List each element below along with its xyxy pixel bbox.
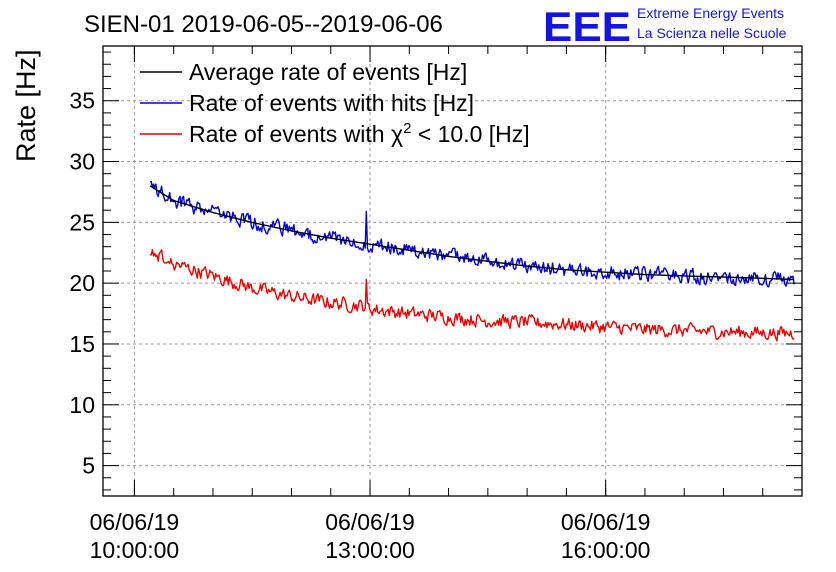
x-tick-label-time: 13:00:00 <box>325 537 415 563</box>
axis-ticks <box>103 46 803 496</box>
series-line-chi2 <box>149 249 795 342</box>
logo-line-2: La Scienza nelle Scuole <box>637 25 787 41</box>
tick-labels: 510152025303506/06/1910:00:0006/06/1913:… <box>69 88 650 563</box>
y-axis-label: Rate [Hz] <box>11 49 41 162</box>
x-tick-label-time: 16:00:00 <box>561 537 651 563</box>
series-line-hits <box>149 180 795 288</box>
y-tick-label: 25 <box>69 209 95 235</box>
x-tick-label-time: 10:00:00 <box>90 537 180 563</box>
legend-label-chi2: Rate of events with χ2 < 10.0 [Hz] <box>189 120 530 147</box>
x-tick-label-date: 06/06/19 <box>325 509 415 535</box>
grid-lines <box>103 46 802 496</box>
series-line-average <box>149 185 795 281</box>
legend-label-hits: Rate of events with hits [Hz] <box>189 90 474 116</box>
series-group <box>149 180 795 342</box>
y-tick-label: 20 <box>69 270 95 296</box>
x-tick-label-date: 06/06/19 <box>561 509 651 535</box>
y-tick-label: 30 <box>69 149 95 175</box>
legend-label-average: Average rate of events [Hz] <box>189 59 467 85</box>
y-tick-label: 15 <box>69 331 95 357</box>
legend: Average rate of events [Hz] Rate of even… <box>140 59 530 147</box>
eee-logo-mark: EEE <box>543 3 631 50</box>
logo-line-1: Extreme Energy Events <box>637 5 784 21</box>
y-tick-label: 10 <box>69 392 95 418</box>
chart-title: SIEN-01 2019-06-05--2019-06-06 <box>84 11 443 38</box>
y-tick-label: 35 <box>69 88 95 114</box>
x-tick-label-date: 06/06/19 <box>90 509 180 535</box>
y-tick-label: 5 <box>82 453 95 479</box>
